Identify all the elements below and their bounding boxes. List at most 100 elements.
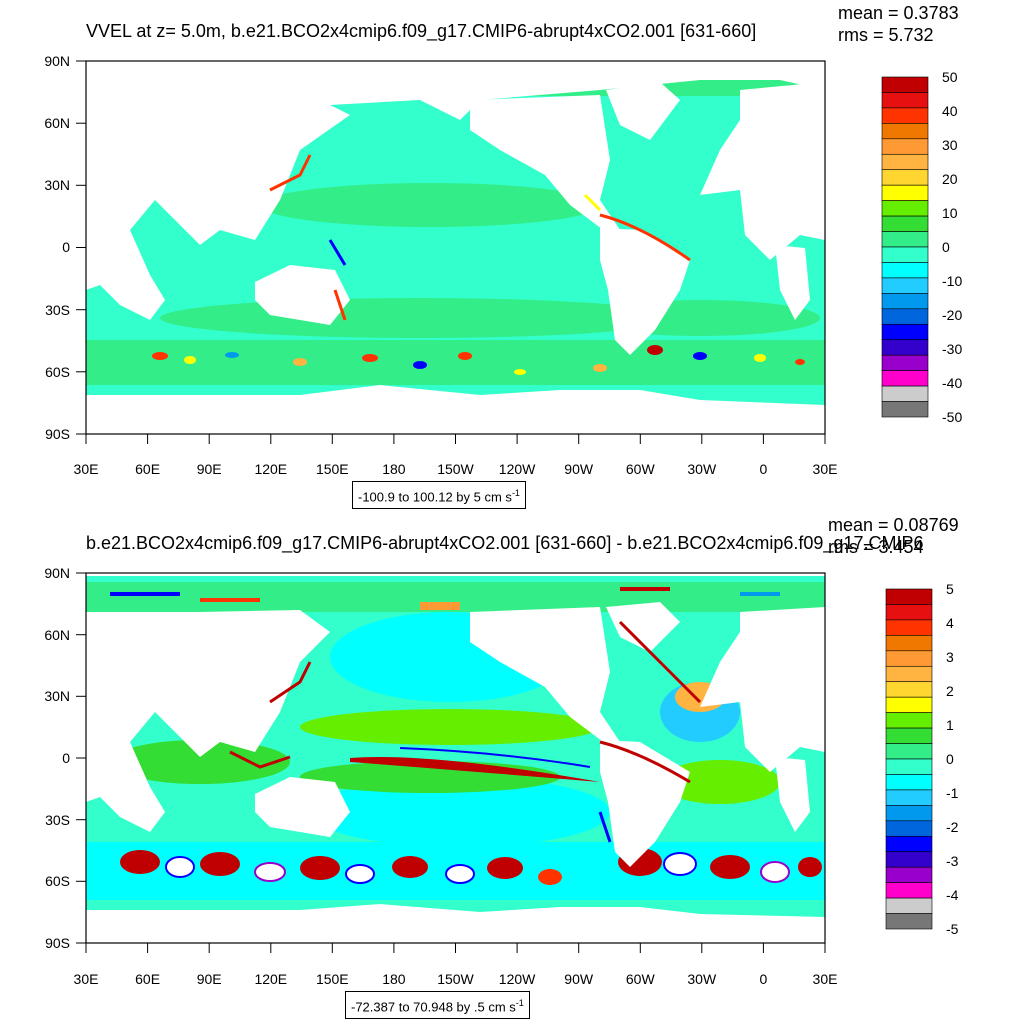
colorbar-swatch bbox=[881, 339, 929, 356]
x-tick-label: 120E bbox=[254, 461, 287, 477]
x-tick-label: 180 bbox=[382, 971, 406, 987]
colorbar-label: 4 bbox=[946, 615, 954, 631]
map-plot: 30E 60E 90E 120E 150E 180 150W 120W 90W … bbox=[44, 53, 962, 477]
npac-band bbox=[260, 183, 600, 227]
colorbar-swatch bbox=[881, 138, 929, 155]
colorbar-label: 40 bbox=[942, 103, 958, 119]
x-tick-label: 30W bbox=[687, 461, 717, 477]
range-text: -72.387 to 70.948 by .5 cm s bbox=[351, 999, 516, 1015]
colorbar-swatch bbox=[881, 123, 929, 140]
colorbar-swatch bbox=[881, 293, 929, 310]
colorbar-label: -40 bbox=[942, 375, 962, 391]
colorbar-swatch bbox=[885, 604, 933, 621]
colorbar-swatch bbox=[885, 835, 933, 853]
colorbar-swatch bbox=[881, 277, 929, 294]
so-eddies bbox=[120, 848, 822, 885]
range-unit-exponent: -1 bbox=[511, 488, 520, 498]
x-tick-label: 90W bbox=[564, 461, 594, 477]
y-tick-label: 90S bbox=[45, 935, 70, 951]
x-tick-label: 120E bbox=[254, 971, 287, 987]
x-tick-label: 30E bbox=[813, 971, 838, 987]
colorbar-swatch bbox=[885, 696, 933, 713]
colorbar-swatch bbox=[881, 107, 929, 124]
colorbar-swatch bbox=[885, 820, 933, 837]
colorbar-label: 30 bbox=[942, 137, 958, 153]
acc-band bbox=[86, 340, 825, 385]
y-tick-label: 30N bbox=[44, 688, 70, 704]
x-tick-label: 60E bbox=[135, 971, 160, 987]
colorbar-swatch bbox=[881, 76, 929, 93]
colorbar-label: -30 bbox=[942, 341, 962, 357]
colorbar-label: 1 bbox=[946, 717, 954, 733]
colorbar-swatch bbox=[885, 650, 933, 667]
chart-title: b.e21.BCO2x4cmip6.f09_g17.CMIP6-abrupt4x… bbox=[86, 533, 924, 553]
colorbar-label: -4 bbox=[946, 887, 959, 903]
y-tick-label: 60S bbox=[45, 364, 70, 380]
equatorial-jet bbox=[350, 757, 600, 782]
colorbar-swatch bbox=[881, 262, 929, 279]
x-tick-label: 150E bbox=[316, 461, 349, 477]
colorbar-swatch bbox=[881, 215, 929, 232]
x-tick-label: 0 bbox=[760, 971, 768, 987]
x-tick-label: 30E bbox=[74, 461, 99, 477]
colorbar-swatch bbox=[885, 882, 933, 899]
colorbar-swatch bbox=[885, 851, 933, 868]
land bbox=[86, 602, 825, 943]
colorbar-label: -10 bbox=[942, 273, 962, 289]
colorbar-swatch bbox=[881, 354, 929, 371]
colorbar-swatch bbox=[881, 385, 929, 402]
range-text: -100.9 to 100.12 by 5 cm s bbox=[358, 489, 512, 505]
colorbar-swatch bbox=[885, 712, 933, 729]
x-tick-label: 0 bbox=[760, 461, 768, 477]
colorbar-swatch bbox=[881, 401, 929, 418]
colorbar-swatch bbox=[885, 805, 933, 822]
io-green bbox=[110, 740, 290, 784]
x-tick-label: 180 bbox=[382, 461, 406, 477]
colorbar-label: 20 bbox=[942, 171, 958, 187]
x-tick-label: 30E bbox=[813, 461, 838, 477]
y-tick-label: 90N bbox=[44, 53, 70, 69]
colorbar-swatch bbox=[881, 231, 929, 248]
colorbar-label: 3 bbox=[946, 649, 954, 665]
x-tick-label: 90W bbox=[564, 971, 594, 987]
colorbar-label: 0 bbox=[942, 239, 950, 255]
y-tick-label: 90S bbox=[45, 426, 70, 442]
colorbar-swatch bbox=[885, 913, 933, 930]
x-tick-label: 90E bbox=[197, 461, 222, 477]
colorbar-swatch bbox=[881, 153, 929, 171]
eq-green bbox=[300, 709, 600, 745]
colorbar-swatch bbox=[885, 774, 933, 791]
arctic-streaks bbox=[86, 582, 825, 612]
colorbar-swatch bbox=[885, 866, 933, 883]
x-tick-label: 120W bbox=[499, 971, 536, 987]
y-tick-label: 0 bbox=[62, 239, 70, 255]
colorbar-label: -5 bbox=[946, 921, 959, 937]
colorbar-swatch bbox=[885, 789, 933, 806]
colorbar-label: 10 bbox=[942, 205, 958, 221]
rms-stat: rms = 5.732 bbox=[838, 25, 934, 45]
colorbar-swatch bbox=[885, 588, 933, 605]
chart-title: VVEL at z= 5.0m, b.e21.BCO2x4cmip6.f09_g… bbox=[86, 21, 757, 41]
colorbar-swatch bbox=[885, 635, 933, 652]
y-tick-label: 30N bbox=[44, 177, 70, 193]
x-tick-label: 30W bbox=[687, 971, 717, 987]
axis-ticks bbox=[76, 60, 826, 444]
y-tick-label: 60N bbox=[44, 627, 70, 643]
colorbar-swatch bbox=[881, 308, 929, 325]
x-tick-label: 150W bbox=[437, 971, 474, 987]
colorbar-swatch bbox=[881, 92, 929, 109]
range-unit-exponent: -1 bbox=[515, 998, 524, 1008]
satl-green bbox=[660, 760, 780, 804]
y-tick-label: 0 bbox=[62, 750, 70, 766]
colorbar-label: -20 bbox=[942, 307, 962, 323]
colorbar-label: -50 bbox=[942, 409, 962, 425]
equatorial-counter bbox=[399, 747, 591, 768]
x-tick-label: 60W bbox=[626, 971, 656, 987]
colorbar-swatch bbox=[881, 323, 929, 341]
colorbar-swatch bbox=[885, 665, 933, 683]
colorbar-label: 0 bbox=[946, 751, 954, 767]
x-tick-label: 150W bbox=[437, 461, 474, 477]
colorbar-swatch bbox=[881, 246, 929, 263]
colorbar bbox=[881, 76, 929, 418]
colorbar-swatch bbox=[881, 200, 929, 217]
